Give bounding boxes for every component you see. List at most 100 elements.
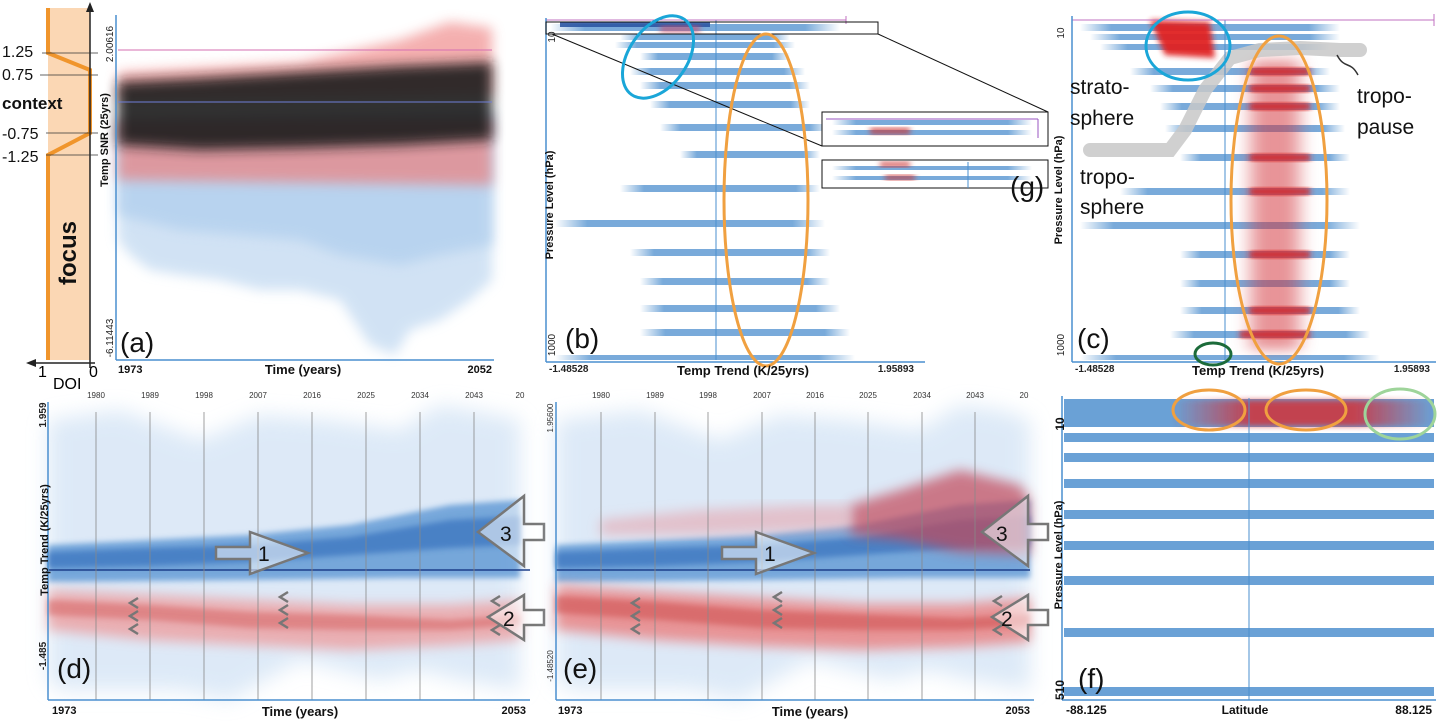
chart-b-bar [660,124,830,131]
chart-c-red-mark [1250,251,1310,258]
doi-axis-arrow-left [26,359,36,367]
chart-f-ytick-bottom: 510 [1053,680,1067,700]
arrow-label-3: 3 [500,523,512,546]
chart-d-ytick-top: 1.959 [38,402,49,427]
chart-d-ytick-bottom: -1.485 [38,641,49,670]
inset-g-red-mark [885,175,915,180]
chart-e-ytick-bottom: -1.48520 [546,650,555,682]
chart-d-ylabel: Temp Trend (K/25yrs) [39,484,51,596]
chart-a-ytick-top: 2.00616 [105,25,116,62]
chart-b-bar [630,68,805,75]
chart-c-xtick-right: 1.95893 [1394,364,1431,375]
inset-g-red-mark [880,162,910,167]
small-arrows [629,590,1003,637]
doi-axis-arrow-up [86,2,94,12]
chart-e-top-tick: 1989 [646,391,664,400]
chart-c-bar [1090,34,1340,40]
arrow-label-2: 2 [1001,608,1013,631]
inset-g-box-upper [821,111,1049,147]
chart-d-gridlines [95,412,475,700]
chart-a-ytick-bottom: -6.11443 [105,318,116,357]
chart-d-top-tick: 1989 [141,391,159,400]
chart-b-bar [615,42,795,48]
arrow-label-1: 1 [258,543,270,566]
small-arrows [127,590,501,637]
chart-b-bar [640,53,790,60]
panel-label-c: (c) [1077,323,1110,354]
annot-strato-1: strato- [1070,76,1130,99]
arrow-3 [979,493,1050,569]
chart-c-green-ellipse [1193,341,1233,367]
arrow-label-2: 2 [503,608,515,631]
panel-label-e: (e) [563,653,597,684]
chart-d-top-tick: 20 [516,391,525,400]
chart-b-callout-line-1 [877,33,1049,113]
chart-d-top-tick: 2043 [465,391,483,400]
doi-tick-neg-0-75: -0.75 [2,126,39,143]
inset-g-box-lower [821,159,1049,189]
arrow-label-1: 1 [764,543,776,566]
chart-b-bars [550,22,855,360]
arrow-2 [485,592,546,643]
panel-b: Pressure Level (hPa) 10 1000 -1.48528 1.… [544,14,1049,378]
chart-e-ytick-top: 1.95600 [546,403,555,432]
chart-e-xtick-right: 2053 [1006,705,1030,717]
chart-c-bar [1120,188,1350,195]
arrow-1 [720,530,818,576]
chart-e-top-tick: 2034 [913,391,931,400]
panel-label-d: (d) [57,653,91,684]
chart-c-red-mark [1250,307,1310,314]
chart-e-top-ticks: 1980 1989 1998 2007 2016 2025 2034 2043 … [592,391,1029,400]
chart-b-ytick-bottom: 1000 [547,333,558,356]
annot-tropopause-2: pause [1357,116,1414,139]
chart-b-bar [650,101,810,108]
chart-c-red-mark [1250,68,1310,75]
chart-f-green-ellipse [1363,387,1437,441]
panel-label-f: (f) [1078,663,1104,694]
chart-b-bar [640,329,850,336]
doi-axis-max: 1 [38,364,47,381]
chart-b-bar [555,220,825,227]
chart-e-arrows [629,493,1050,643]
chart-d-arrows [127,493,546,643]
chart-c-ytick-bottom: 1000 [1056,333,1067,356]
chart-f-orange-ellipse-1 [1171,388,1247,432]
arrow-label-3: 3 [996,523,1008,546]
doi-focus-label: focus [55,221,82,285]
chart-f-xtick-right: 88.125 [1395,703,1432,717]
doi-tick-neg-1-25: -1.25 [2,149,39,166]
inset-g-bar [832,166,1032,170]
chart-a-black-band [118,62,492,150]
chart-c-orange-ellipse [1229,34,1329,366]
inset-g-bar [832,176,1032,180]
chart-b-bar [640,305,840,312]
chart-c-red-mark [1250,85,1310,92]
chart-e-top-tick: 2016 [806,391,824,400]
chart-b-bar [620,34,790,40]
chart-c-red-mark [1250,103,1310,110]
chart-c-red-mark [1250,188,1310,195]
chart-c-cyan-ellipse [1144,10,1232,82]
chart-d-xlabel: Time (years) [262,704,338,719]
chart-f-ytick-top: 10 [1053,417,1067,431]
inset-g-bar [832,130,1032,135]
chart-b-bar [640,278,830,285]
chart-f-red-top [1172,400,1434,426]
doi-context-label: context [2,94,63,113]
chart-b-ytick-top: 10 [547,31,558,43]
doi-tick-0-75: 0.75 [2,67,33,84]
chart-c-tropopause-curve [1083,40,1367,157]
annot-tropo-1: tropo- [1080,166,1135,189]
chart-c-bar [1100,44,1330,50]
chart-e-top-tick: 20 [1020,391,1029,400]
panel-d: 1980 1989 1998 2007 2016 2025 2034 2043 … [38,391,546,719]
annot-tropo-2: sphere [1080,196,1144,219]
panel-f: Pressure Level (hPa) 10 510 -88.125 88.1… [1053,387,1437,717]
chart-b-bar-top-red [660,26,700,32]
chart-d-top-tick: 2034 [411,391,429,400]
chart-c-xtick-left: -1.48528 [1075,364,1115,375]
chart-e-xlabel: Time (years) [772,704,848,719]
chart-c-red-mark [1250,154,1310,161]
chart-d-top-tick: 2016 [303,391,321,400]
chart-b-bar-bottom [555,355,855,360]
